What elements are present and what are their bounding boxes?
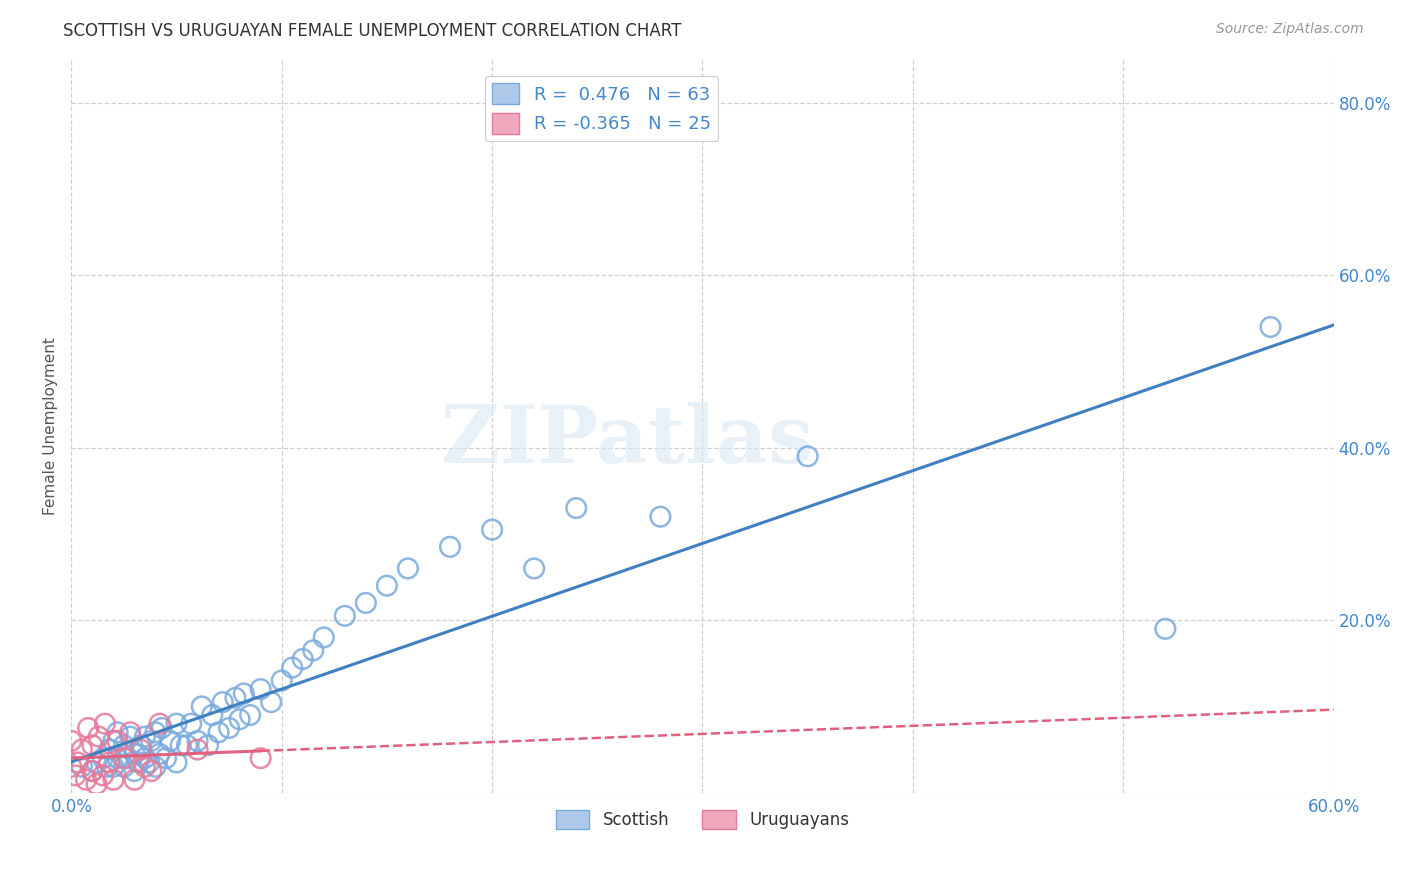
Point	[281, 660, 304, 674]
Point	[145, 725, 167, 739]
Point	[249, 682, 271, 697]
Point	[796, 450, 818, 464]
Point	[333, 608, 356, 623]
Point	[86, 756, 108, 770]
Point	[218, 721, 240, 735]
Point	[141, 764, 163, 778]
Point	[112, 751, 135, 765]
Point	[124, 747, 146, 761]
Point	[145, 760, 167, 774]
Point	[224, 690, 246, 705]
Y-axis label: Female Unemployment: Female Unemployment	[44, 337, 58, 515]
Point	[120, 730, 142, 744]
Point	[91, 751, 114, 765]
Point	[134, 751, 156, 765]
Point	[75, 772, 97, 787]
Point	[149, 747, 172, 761]
Point	[77, 721, 100, 735]
Point	[207, 725, 229, 739]
Point	[565, 501, 588, 516]
Point	[103, 772, 125, 787]
Point	[180, 716, 202, 731]
Point	[523, 561, 546, 575]
Point	[187, 734, 209, 748]
Point	[60, 760, 83, 774]
Point	[190, 699, 212, 714]
Point	[103, 734, 125, 748]
Point	[112, 738, 135, 752]
Point	[270, 673, 292, 688]
Point	[260, 695, 283, 709]
Point	[112, 760, 135, 774]
Point	[176, 738, 198, 752]
Point	[187, 742, 209, 756]
Point	[159, 734, 181, 748]
Point	[155, 751, 177, 765]
Point	[65, 768, 87, 782]
Point	[650, 509, 672, 524]
Point	[291, 652, 314, 666]
Point	[149, 716, 172, 731]
Point	[124, 764, 146, 778]
Legend: Scottish, Uruguayans: Scottish, Uruguayans	[550, 803, 856, 836]
Point	[354, 596, 377, 610]
Point	[1260, 320, 1282, 334]
Point	[128, 756, 150, 770]
Point	[134, 760, 156, 774]
Point	[138, 756, 160, 770]
Point	[87, 730, 110, 744]
Point	[201, 708, 224, 723]
Point	[211, 695, 233, 709]
Point	[98, 742, 121, 756]
Point	[70, 760, 93, 774]
Point	[170, 738, 193, 752]
Point	[86, 777, 108, 791]
Point	[60, 734, 83, 748]
Point	[239, 708, 262, 723]
Point	[134, 730, 156, 744]
Point	[66, 756, 89, 770]
Point	[312, 631, 335, 645]
Point	[107, 725, 129, 739]
Point	[117, 751, 139, 765]
Point	[107, 734, 129, 748]
Point	[103, 760, 125, 774]
Point	[481, 523, 503, 537]
Point	[124, 772, 146, 787]
Point	[249, 751, 271, 765]
Point	[439, 540, 461, 554]
Point	[166, 716, 188, 731]
Point	[82, 738, 104, 752]
Text: SCOTTISH VS URUGUAYAN FEMALE UNEMPLOYMENT CORRELATION CHART: SCOTTISH VS URUGUAYAN FEMALE UNEMPLOYMEN…	[63, 22, 682, 40]
Point	[396, 561, 419, 575]
Point	[82, 764, 104, 778]
Point	[91, 768, 114, 782]
Point	[129, 742, 152, 756]
Point	[166, 756, 188, 770]
Point	[302, 643, 325, 657]
Point	[120, 725, 142, 739]
Point	[375, 579, 398, 593]
Text: Source: ZipAtlas.com: Source: ZipAtlas.com	[1216, 22, 1364, 37]
Point	[232, 686, 254, 700]
Point	[96, 760, 118, 774]
Point	[197, 738, 219, 752]
Point	[107, 751, 129, 765]
Text: ZIPatlas: ZIPatlas	[440, 401, 813, 480]
Point	[228, 712, 250, 726]
Point	[82, 764, 104, 778]
Point	[141, 734, 163, 748]
Point	[150, 721, 173, 735]
Point	[98, 756, 121, 770]
Point	[1154, 622, 1177, 636]
Point	[70, 742, 93, 756]
Point	[94, 716, 117, 731]
Point	[129, 738, 152, 752]
